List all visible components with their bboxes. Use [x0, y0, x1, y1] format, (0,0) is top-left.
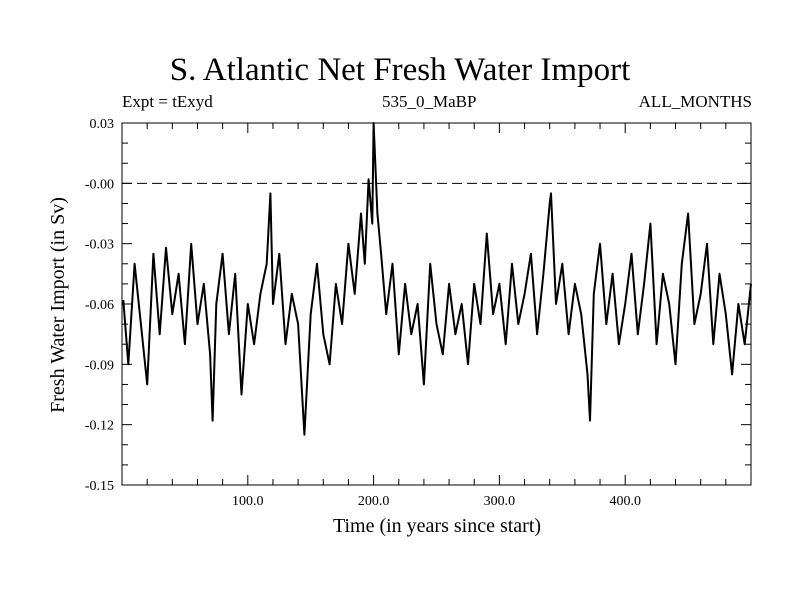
x-tick-label: 200.0: [358, 494, 390, 509]
x-tick-label: 400.0: [609, 494, 641, 509]
x-tick-label: 100.0: [232, 494, 264, 509]
y-tick-label: -0.06: [85, 298, 114, 313]
tick-labels: 100.0 200.0 300.0 400.0 0.03 -0.00 -0.03 -0.06 -…: [85, 117, 641, 509]
x-tick-label: 300.0: [484, 494, 516, 509]
y-tick-label: 0.03: [90, 117, 115, 132]
y-tick-label: -0.12: [85, 419, 114, 434]
chart-title: S. Atlantic Net Fresh Water Import: [169, 52, 631, 88]
x-axis-label: Time (in years since start): [333, 515, 541, 537]
run-label: 535_0_MaBP: [382, 92, 477, 111]
y-tick-label: -0.03: [85, 238, 114, 253]
series-line: [122, 122, 752, 436]
months-label: ALL_MONTHS: [638, 92, 752, 111]
y-axis-label: Fresh Water Import (in Sv): [47, 197, 69, 413]
y-tick-label: -0.15: [85, 479, 114, 494]
experiment-label: Expt = tExyd: [122, 92, 213, 111]
axis-ticks: [122, 122, 751, 486]
y-tick-label: -0.00: [85, 177, 114, 192]
y-tick-label: -0.09: [85, 358, 114, 373]
